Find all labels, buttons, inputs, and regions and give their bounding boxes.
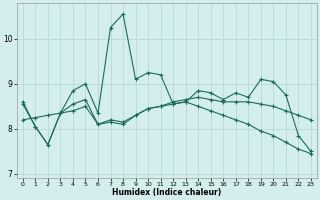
X-axis label: Humidex (Indice chaleur): Humidex (Indice chaleur) — [112, 188, 221, 197]
